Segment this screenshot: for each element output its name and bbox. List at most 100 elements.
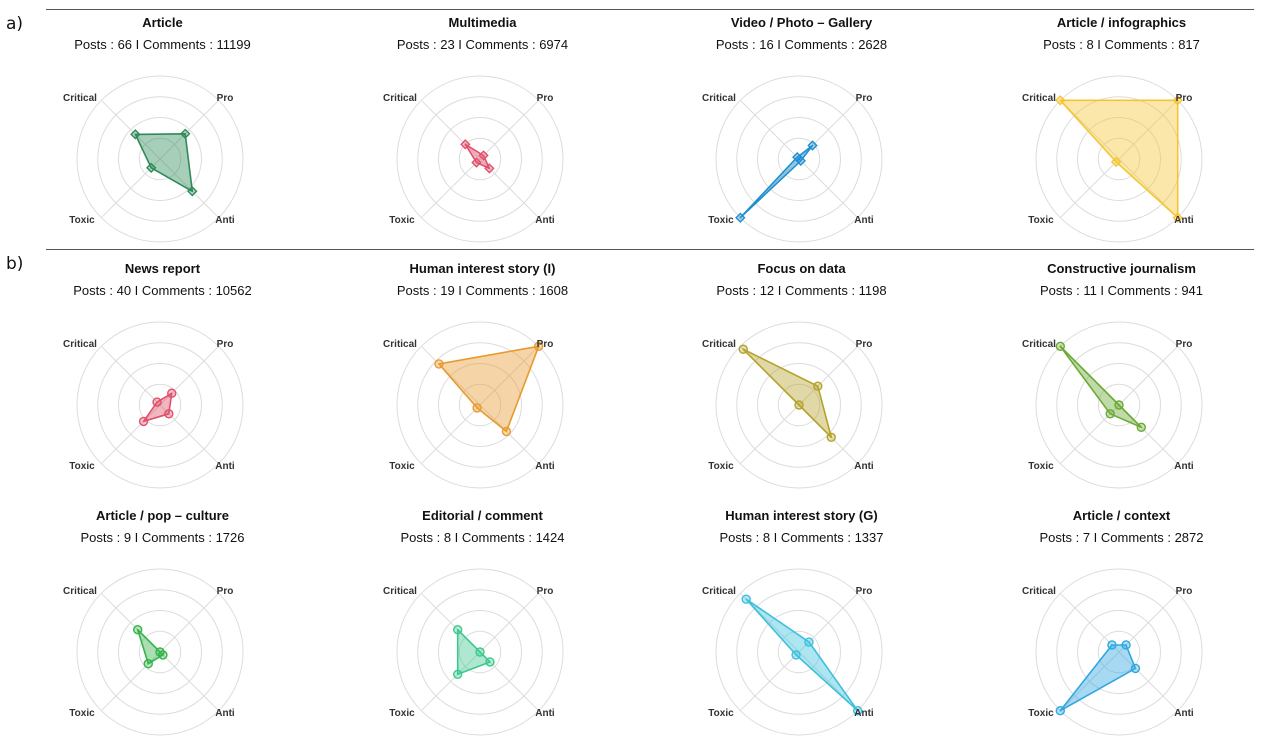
- grid-spoke: [739, 404, 800, 465]
- grid-spoke: [159, 651, 220, 712]
- axis-label-anti: Anti: [535, 215, 555, 226]
- grid-ring: [118, 610, 202, 694]
- axis-label-critical: Critical: [702, 339, 736, 350]
- grid-ring: [1097, 383, 1141, 427]
- radar-svg: Critical Pro Anti Toxic: [383, 568, 564, 736]
- grid-ring: [97, 96, 223, 222]
- data-point-critical: [1055, 95, 1066, 106]
- grid-spoke: [420, 99, 481, 160]
- grid-ring: [757, 363, 841, 447]
- grid-ring: [417, 342, 543, 468]
- axis-label-anti: Anti: [215, 461, 235, 472]
- grid-spoke: [1118, 99, 1179, 160]
- grid-ring: [715, 75, 883, 243]
- grid-ring: [76, 75, 244, 243]
- grid-ring: [736, 96, 862, 222]
- chart-title: Article / infographics: [1056, 15, 1187, 30]
- chart-title: Constructive journalism: [1047, 261, 1196, 276]
- axis-label-toxic: Toxic: [1028, 461, 1054, 472]
- axis-label-anti: Anti: [1174, 461, 1194, 472]
- data-point-anti: [501, 426, 512, 437]
- axis-label-pro: Pro: [856, 339, 873, 350]
- radar-svg: Critical Pro Anti Toxic: [702, 321, 883, 489]
- grid-ring: [1056, 589, 1182, 715]
- chart-subtitle: Posts : 11 I Comments : 941: [1039, 283, 1204, 298]
- panel-a-divider: [46, 9, 1254, 10]
- axis-label-toxic: Toxic: [389, 215, 415, 226]
- data-point-critical: [460, 139, 471, 150]
- axis-label-critical: Critical: [383, 586, 417, 597]
- radar-svg: Critical Pro Anti Toxic: [1022, 568, 1203, 736]
- series-polygon: [438, 345, 540, 433]
- grid-ring: [757, 117, 841, 201]
- grid-spoke: [739, 99, 800, 160]
- grid-spoke: [159, 404, 220, 465]
- grid-spoke: [420, 404, 481, 465]
- radar-chart: Human interest story (G) Posts : 8 I Comm…: [644, 502, 959, 742]
- axis-label-toxic: Toxic: [69, 708, 95, 719]
- data-point-critical: [741, 594, 751, 604]
- series-polygon: [1059, 99, 1179, 219]
- axis-label-critical: Critical: [702, 586, 736, 597]
- data-point-toxic: [1110, 156, 1122, 168]
- axis-label-pro: Pro: [217, 586, 234, 597]
- grid-spoke: [479, 592, 540, 653]
- chart-subtitle: Posts : 23 I Comments : 6974: [396, 37, 569, 52]
- grid-spoke: [1059, 158, 1120, 219]
- axis-label-toxic: Toxic: [69, 215, 95, 226]
- data-point-critical: [130, 129, 141, 140]
- axis-label-pro: Pro: [217, 339, 234, 350]
- data-point-pro: [478, 150, 489, 161]
- grid-ring: [417, 96, 543, 222]
- chart-subtitle: Posts : 7 I Comments : 2872: [1039, 530, 1204, 545]
- grid-ring: [458, 383, 502, 427]
- grid-ring: [757, 610, 841, 694]
- radar-svg: Critical Pro Anti Toxic: [702, 568, 883, 736]
- grid-ring: [118, 363, 202, 447]
- grid-spoke: [100, 404, 161, 465]
- data-point-critical: [1055, 341, 1066, 352]
- radar-svg: Critical Pro Anti Toxic: [1022, 321, 1203, 489]
- grid-spoke: [1118, 345, 1179, 406]
- axis-label-toxic: Toxic: [708, 215, 734, 226]
- data-point-anti: [826, 432, 836, 442]
- radar-svg: Critical Pro Anti Toxic: [63, 568, 244, 736]
- data-point-toxic: [146, 162, 157, 173]
- chart-subtitle: Posts : 8 I Comments : 1424: [400, 530, 565, 545]
- axis-label-anti: Anti: [215, 708, 235, 719]
- axis-label-critical: Critical: [1022, 93, 1056, 104]
- grid-ring: [736, 589, 862, 715]
- grid-ring: [396, 321, 564, 489]
- grid-ring: [138, 383, 182, 427]
- data-point-toxic: [1105, 409, 1115, 419]
- data-point-pro: [180, 128, 191, 139]
- grid-ring: [458, 630, 502, 674]
- radar-chart: Video / Photo – Gallery Posts : 16 I Comm…: [644, 9, 959, 249]
- series-polygon: [739, 144, 814, 219]
- data-point-toxic: [143, 659, 153, 669]
- chart-subtitle: Posts : 9 I Comments : 1726: [80, 530, 245, 545]
- chart-subtitle: Posts : 12 I Comments : 1198: [716, 283, 887, 298]
- grid-ring: [1035, 75, 1203, 243]
- radar-svg: Critical Pro Anti Toxic: [63, 75, 244, 243]
- grid-ring: [777, 630, 821, 674]
- axis-label-toxic: Toxic: [1028, 215, 1054, 226]
- radar-chart: Article / infographics Posts : 8 I Commen…: [964, 9, 1262, 249]
- panel-b-label: b): [6, 254, 24, 274]
- axis-label-critical: Critical: [63, 93, 97, 104]
- data-point-toxic: [471, 157, 482, 168]
- data-point-pro: [1172, 95, 1183, 106]
- data-point-critical: [434, 359, 444, 369]
- axis-label-pro: Pro: [1176, 339, 1193, 350]
- grid-ring: [438, 610, 522, 694]
- axis-label-critical: Critical: [1022, 586, 1056, 597]
- grid-ring: [396, 75, 564, 243]
- grid-spoke: [739, 651, 800, 712]
- grid-ring: [1077, 363, 1161, 447]
- data-point-toxic: [735, 212, 746, 223]
- grid-ring: [396, 568, 564, 736]
- series-polygon: [1059, 644, 1137, 712]
- grid-ring: [76, 568, 244, 736]
- radar-chart: Editorial / comment Posts : 8 I Comments …: [325, 502, 640, 742]
- radar-svg: Critical Pro Anti Toxic: [702, 75, 883, 243]
